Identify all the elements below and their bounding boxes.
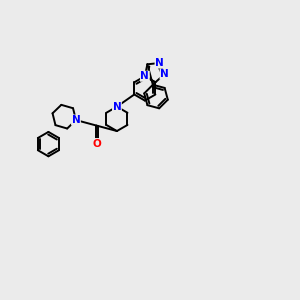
Text: N: N xyxy=(140,71,149,81)
Text: N: N xyxy=(72,115,80,125)
Text: O: O xyxy=(92,139,101,148)
Text: N: N xyxy=(112,102,121,112)
Text: N: N xyxy=(160,69,169,79)
Text: N: N xyxy=(155,58,164,68)
